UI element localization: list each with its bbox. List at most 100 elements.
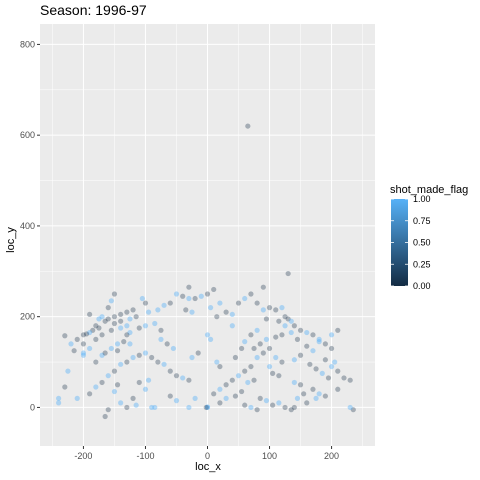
legend-tick-label: 1.00 [413, 194, 431, 204]
shot-point-missed [223, 382, 229, 388]
shot-point-missed [167, 368, 173, 374]
shot-point-made [161, 302, 167, 308]
x-axis-title: loc_x [195, 461, 221, 473]
shot-point-made [217, 386, 223, 392]
shot-point-made [208, 305, 214, 311]
shot-point-missed [111, 320, 118, 327]
shot-point-missed [325, 375, 332, 381]
shot-point-missed [223, 309, 229, 315]
shot-point-missed [203, 404, 209, 411]
shot-point-missed [270, 370, 276, 376]
shot-point-missed [282, 314, 288, 320]
shot-point-missed [276, 373, 282, 379]
shot-point-missed [149, 354, 155, 361]
shot-point-missed [288, 407, 294, 413]
shot-point-missed [96, 325, 102, 331]
shot-point-made [170, 345, 176, 352]
shot-point-made [291, 357, 297, 363]
shot-point-made [87, 345, 93, 352]
shot-point-missed [74, 336, 80, 342]
shot-point-missed [251, 345, 257, 352]
shot-point-missed [242, 368, 248, 374]
shot-point-missed [173, 373, 180, 379]
shot-point-missed [335, 368, 341, 374]
shot-point-missed [263, 316, 270, 322]
shot-point-missed [80, 332, 87, 338]
y-axis-title: loc_y [5, 227, 17, 253]
y-tick-label: 200 [20, 312, 35, 322]
shot-point-missed [232, 393, 239, 399]
shot-point-made [229, 311, 235, 318]
shot-point-made [74, 395, 80, 401]
shot-point-made [263, 398, 270, 404]
shot-point-missed [217, 363, 223, 370]
shot-point-made [192, 395, 198, 401]
shot-point-made [87, 329, 93, 336]
shot-point-missed [301, 391, 307, 397]
shot-point-missed [180, 293, 186, 299]
shot-point-missed [307, 361, 313, 367]
shot-point-missed [304, 343, 310, 349]
shot-point-made [161, 361, 167, 367]
shot-point-made [114, 341, 121, 347]
shot-point-made [319, 370, 325, 376]
shot-point-missed [118, 311, 124, 318]
shot-point-made [242, 339, 248, 345]
shot-point-made [282, 323, 288, 329]
shot-point-missed [335, 386, 341, 392]
chart-title: Season: 1996-97 [40, 2, 147, 18]
shot-point-missed [124, 359, 130, 365]
shot-point-missed [310, 332, 316, 338]
shot-point-made [273, 354, 279, 361]
shot-point-missed [111, 291, 118, 297]
shot-point-made [189, 309, 195, 315]
shot-point-made [80, 350, 87, 356]
shot-point-missed [235, 300, 242, 306]
shot-point-made [139, 295, 145, 302]
shot-point-missed [270, 402, 276, 408]
shot-point-missed [124, 332, 130, 338]
shot-point-missed [111, 368, 118, 374]
shot-point-made [108, 298, 114, 304]
shot-point-made [99, 314, 105, 320]
legend-colorbar [391, 199, 408, 286]
shot-point-made [108, 345, 114, 352]
y-axis-ticks: 0 200 400 600 800 [20, 39, 40, 412]
shot-point-missed [121, 339, 127, 345]
shot-point-made [223, 395, 229, 401]
shot-point-missed [248, 291, 254, 297]
shot-point-missed [80, 341, 87, 347]
x-tick-label: -100 [136, 451, 154, 461]
shot-point-missed [297, 382, 304, 388]
shot-point-missed [291, 404, 297, 411]
shot-point-missed [260, 350, 266, 356]
shot-point-missed [186, 284, 192, 290]
shot-point-made [152, 404, 158, 411]
shot-point-missed [328, 345, 335, 352]
shot-point-made [332, 359, 338, 365]
shot-point-missed [251, 377, 257, 383]
shot-point-made [276, 400, 282, 406]
shot-point-made [133, 402, 139, 408]
shot-point-made [158, 336, 164, 342]
shot-point-missed [158, 327, 164, 333]
shot-point-made [142, 386, 149, 392]
shot-point-missed [114, 382, 121, 388]
legend-title: shot_made_flag [390, 184, 468, 196]
shot-point-made [127, 341, 133, 347]
shot-point-made [198, 293, 204, 299]
shot-point-made [291, 379, 297, 386]
shot-point-missed [195, 350, 201, 356]
shot-point-missed [285, 270, 291, 277]
shot-point-made [142, 323, 149, 329]
x-tick-label: -200 [74, 451, 92, 461]
shot-point-missed [254, 407, 260, 413]
y-tick-label: 600 [20, 130, 35, 140]
shot-point-missed [335, 327, 341, 333]
shot-point-missed [257, 395, 263, 401]
shot-point-missed [99, 379, 105, 386]
shot-point-made [245, 379, 251, 386]
shot-point-missed [245, 123, 251, 129]
shot-point-made [254, 327, 260, 333]
shot-point-missed [130, 307, 136, 313]
